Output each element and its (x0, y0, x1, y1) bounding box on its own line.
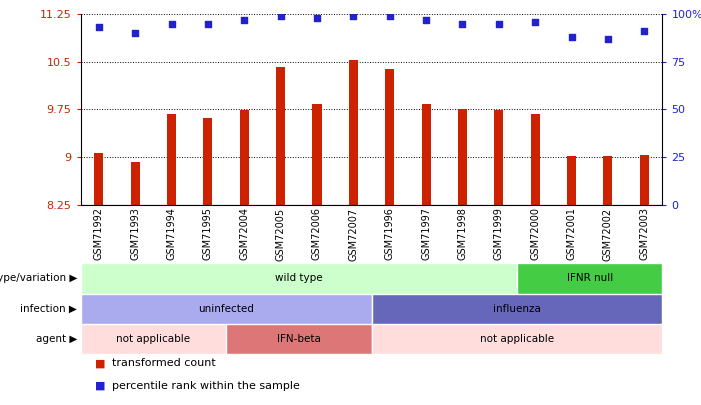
Text: GSM71998: GSM71998 (458, 207, 468, 260)
Point (130, 30, 141, 36)
Bar (567, 156, 576, 205)
Text: uninfected: uninfected (198, 304, 254, 314)
Bar (531, 115, 540, 205)
Point (494, 20, 505, 27)
Text: GSM71997: GSM71997 (421, 207, 431, 260)
Point (602, 36, 613, 42)
Text: not applicable: not applicable (116, 334, 191, 344)
Text: GSM71999: GSM71999 (494, 207, 504, 260)
Bar (604, 156, 613, 205)
Text: infection ▶: infection ▶ (20, 304, 77, 314)
Point (457, 20, 468, 27)
Text: genotype/variation ▶: genotype/variation ▶ (0, 273, 77, 283)
Bar (81, 263, 517, 294)
Bar (81, 324, 226, 354)
Bar (640, 155, 649, 205)
Point (275, 13, 286, 19)
Point (348, 13, 359, 19)
Bar (203, 118, 212, 205)
Bar (349, 60, 358, 205)
Bar (372, 294, 662, 324)
Bar (458, 109, 467, 205)
Bar (94, 153, 103, 205)
Point (384, 13, 395, 19)
Bar (130, 162, 139, 205)
Text: IFNR null: IFNR null (566, 273, 613, 283)
Point (639, 28, 650, 34)
Bar (494, 110, 503, 205)
Bar (167, 115, 176, 205)
Bar (372, 324, 662, 354)
Text: GSM72006: GSM72006 (312, 207, 322, 260)
Text: GSM71994: GSM71994 (167, 207, 177, 260)
Text: GSM72003: GSM72003 (639, 207, 649, 260)
Bar (240, 110, 249, 205)
Text: ■: ■ (95, 381, 105, 391)
Text: percentile rank within the sample: percentile rank within the sample (112, 381, 300, 391)
Text: GSM72001: GSM72001 (566, 207, 576, 260)
Point (421, 17, 432, 23)
Point (166, 20, 177, 27)
Text: GSM71993: GSM71993 (130, 207, 140, 260)
Text: not applicable: not applicable (480, 334, 554, 344)
Bar (517, 263, 662, 294)
Text: GSM71995: GSM71995 (203, 207, 213, 260)
Point (529, 19, 540, 25)
Bar (421, 104, 430, 205)
Text: GSM72002: GSM72002 (603, 207, 613, 260)
Point (203, 20, 214, 27)
Text: wild type: wild type (275, 273, 322, 283)
Text: GSM72007: GSM72007 (348, 207, 358, 260)
Text: ■: ■ (95, 358, 105, 369)
Bar (313, 104, 322, 205)
Bar (81, 294, 372, 324)
Text: transformed count: transformed count (112, 358, 216, 369)
Point (311, 15, 322, 21)
Bar (385, 69, 394, 205)
Text: GSM71992: GSM71992 (94, 207, 104, 260)
Text: agent ▶: agent ▶ (36, 334, 77, 344)
Text: GSM72000: GSM72000 (530, 207, 540, 260)
Point (93, 24, 104, 31)
Text: GSM72004: GSM72004 (239, 207, 250, 260)
Point (238, 17, 250, 23)
Point (566, 34, 577, 40)
Text: GSM72005: GSM72005 (275, 207, 285, 260)
Text: influenza: influenza (493, 304, 541, 314)
Bar (276, 67, 285, 205)
Text: GSM71996: GSM71996 (385, 207, 395, 260)
Bar (226, 324, 372, 354)
Text: IFN-beta: IFN-beta (277, 334, 321, 344)
